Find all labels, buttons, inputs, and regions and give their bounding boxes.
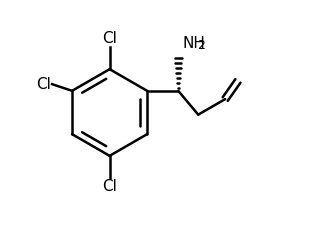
Text: 2: 2 [197,39,205,52]
Text: Cl: Cl [36,77,51,92]
Text: Cl: Cl [102,31,117,46]
Text: NH: NH [183,36,205,51]
Text: Cl: Cl [102,179,117,194]
